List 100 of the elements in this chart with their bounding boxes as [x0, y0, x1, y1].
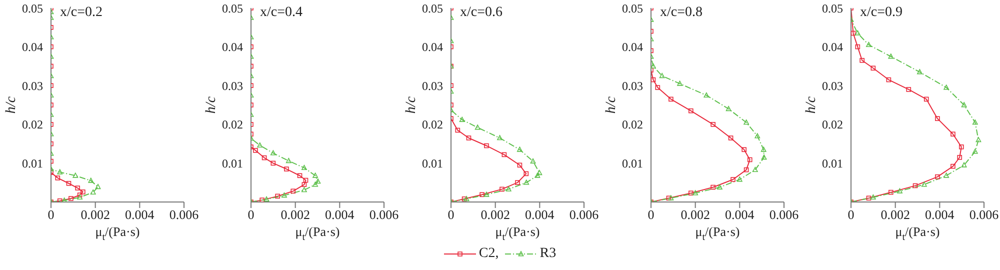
point: [972, 148, 978, 154]
point: [958, 144, 964, 150]
y-tick-label: 0.01: [422, 156, 443, 170]
point: [860, 58, 864, 63]
point: [730, 177, 736, 182]
point: [270, 150, 276, 156]
point: [464, 196, 470, 202]
point: [459, 116, 465, 122]
point: [666, 196, 672, 201]
y-tick-label: 0.05: [422, 1, 443, 16]
x-tick-label: 0.002: [480, 207, 510, 222]
y-tick-label: 0.05: [822, 1, 843, 16]
point: [870, 66, 876, 71]
y-tick-label: 0.05: [222, 1, 243, 16]
y-tick-label: 0.04: [22, 40, 43, 54]
point: [710, 122, 716, 127]
point: [866, 42, 872, 48]
y-tick-label: 0.01: [22, 156, 43, 170]
point: [976, 137, 982, 142]
y-tick-label: 0.04: [622, 40, 643, 54]
point: [855, 44, 860, 50]
y-tick-label: 0.02: [422, 118, 443, 132]
point: [517, 162, 522, 168]
x-tick-label: 0: [48, 207, 54, 222]
annotation: x/c=0.6: [460, 5, 502, 21]
point: [651, 63, 656, 68]
point: [270, 160, 276, 166]
point: [924, 96, 929, 102]
point: [888, 54, 894, 59]
point: [935, 116, 940, 121]
x-tick-label: 0.004: [925, 207, 955, 222]
x-axis-title: μ$_{t}$/(Pa·s): [95, 224, 140, 243]
point: [752, 166, 758, 172]
point: [286, 158, 292, 164]
y-tick-label: 0.02: [22, 118, 43, 132]
x-tick-label: 0.002: [680, 207, 710, 222]
y-axis-title: h/c: [204, 96, 219, 114]
point: [262, 155, 267, 160]
y-axis-title: h/c: [604, 96, 619, 114]
x-axis-title: μ$_{t}$/(Pa·s): [295, 224, 340, 243]
y-tick-label: 0.04: [822, 40, 843, 54]
x-tick-label: 0.004: [125, 207, 155, 222]
y-tick-label: 0.04: [222, 40, 243, 54]
point: [747, 157, 752, 162]
point: [950, 132, 956, 136]
point: [484, 143, 489, 148]
x-axis-title: μ$_{t}$/(Pa·s): [895, 224, 940, 243]
annotation: x/c=0.9: [860, 5, 902, 21]
point: [668, 195, 674, 200]
legend-label: R3: [540, 246, 556, 262]
point: [484, 192, 490, 197]
point: [692, 190, 698, 196]
point: [742, 147, 746, 152]
point: [264, 196, 270, 202]
point: [921, 182, 927, 187]
point: [253, 148, 258, 153]
y-tick-label: 0.03: [222, 78, 243, 93]
y-tick-label: 0.04: [422, 40, 443, 54]
point: [688, 108, 694, 114]
x-tick-label: 0.006: [969, 207, 1000, 222]
legend-label: C2,: [478, 246, 499, 262]
point: [302, 164, 307, 170]
y-tick-label: 0.01: [222, 156, 243, 170]
point: [303, 178, 308, 183]
point: [302, 182, 307, 187]
point: [257, 142, 263, 148]
y-tick-label: 0.05: [622, 1, 643, 16]
point: [754, 133, 760, 138]
point: [515, 180, 520, 185]
point: [917, 69, 922, 74]
y-axis-title: h/c: [804, 96, 819, 114]
point: [761, 154, 767, 160]
point: [854, 30, 860, 36]
point: [726, 106, 732, 112]
y-tick-label: 0.01: [822, 156, 843, 170]
y-tick-label: 0.03: [622, 78, 643, 93]
point: [950, 164, 956, 169]
y-tick-label: 0.02: [622, 118, 643, 132]
x-tick-label: 0: [848, 207, 854, 222]
point: [502, 152, 507, 158]
x-tick-label: 0.006: [769, 207, 800, 222]
point: [466, 136, 472, 140]
point: [897, 188, 902, 194]
point: [886, 77, 892, 82]
point: [530, 158, 536, 164]
point: [312, 172, 318, 178]
annotation: x/c=0.4: [260, 5, 302, 21]
point: [500, 186, 504, 192]
point: [728, 136, 734, 140]
point: [668, 96, 674, 102]
point: [659, 73, 665, 78]
point: [677, 80, 683, 86]
point: [534, 172, 540, 178]
point: [760, 146, 766, 152]
point: [517, 146, 522, 152]
point: [912, 183, 918, 188]
point: [961, 162, 967, 168]
y-tick-label: 0.03: [822, 78, 843, 93]
point: [906, 87, 912, 92]
y-tick-label: 0.02: [822, 118, 843, 132]
